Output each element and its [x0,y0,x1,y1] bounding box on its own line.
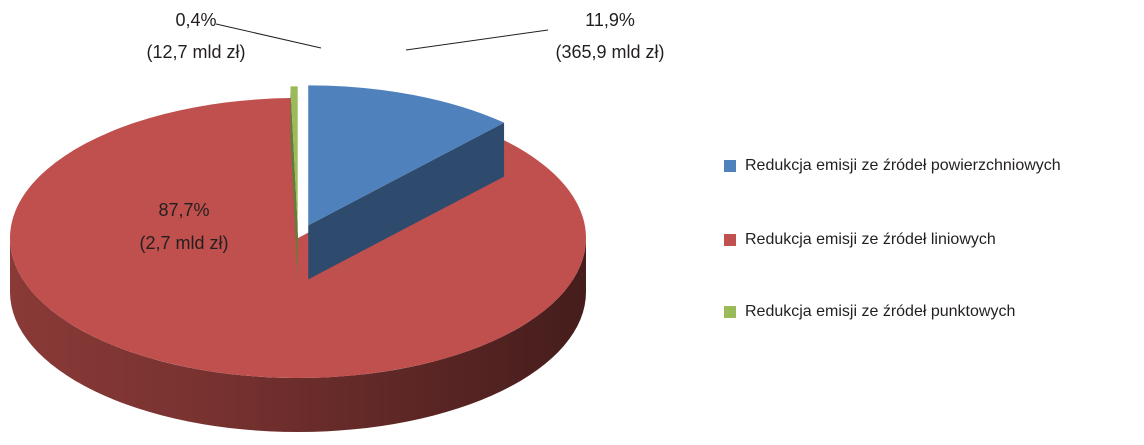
legend-item-powierzchniowe: Redukcja emisji ze źródeł powierzchniowy… [724,156,1061,176]
legend-swatch-punktowe [724,306,736,318]
legend-label-liniowe: Redukcja emisji ze źródeł liniowych [745,231,996,248]
pie-slice-cutface-punktowe [290,86,298,281]
legend-item-liniowe: Redukcja emisji ze źródeł liniowych [724,230,996,250]
data-label-percent-powierzchniowe: 11,9% [585,10,635,30]
pie-slice-side-liniowe [10,238,586,432]
pie-slice-top-punktowe [290,86,298,227]
data-label-amount-liniowe: (2,7 mld zł) [139,233,228,253]
data-label-percent-liniowe: 87,7% [158,200,209,220]
legend-item-punktowe: Redukcja emisji ze źródeł punktowych [724,302,1015,322]
data-label-amount-powierzchniowe: (365,9 mld zł) [555,42,664,62]
leader-line-powierzchniowe [405,29,549,51]
legend-swatch-powierzchniowe [724,160,736,172]
data-label-percent-punktowe: 0,4% [175,10,216,30]
legend-label-punktowe: Redukcja emisji ze źródeł punktowych [745,303,1016,320]
legend-swatch-liniowe [724,234,736,246]
data-label-amount-punktowe: (12,7 mld zł) [146,42,245,62]
leader-line-punktowe [215,23,322,49]
legend-label-powierzchniowe: Redukcja emisji ze źródeł powierzchniowy… [745,157,1061,174]
pie-slice-top-powierzchniowe [308,85,505,226]
pie-slice-cutface-powierzchniowe [308,122,505,280]
pie-slice-punktowe [290,86,298,281]
pie-slice-powierzchniowe [308,85,505,280]
